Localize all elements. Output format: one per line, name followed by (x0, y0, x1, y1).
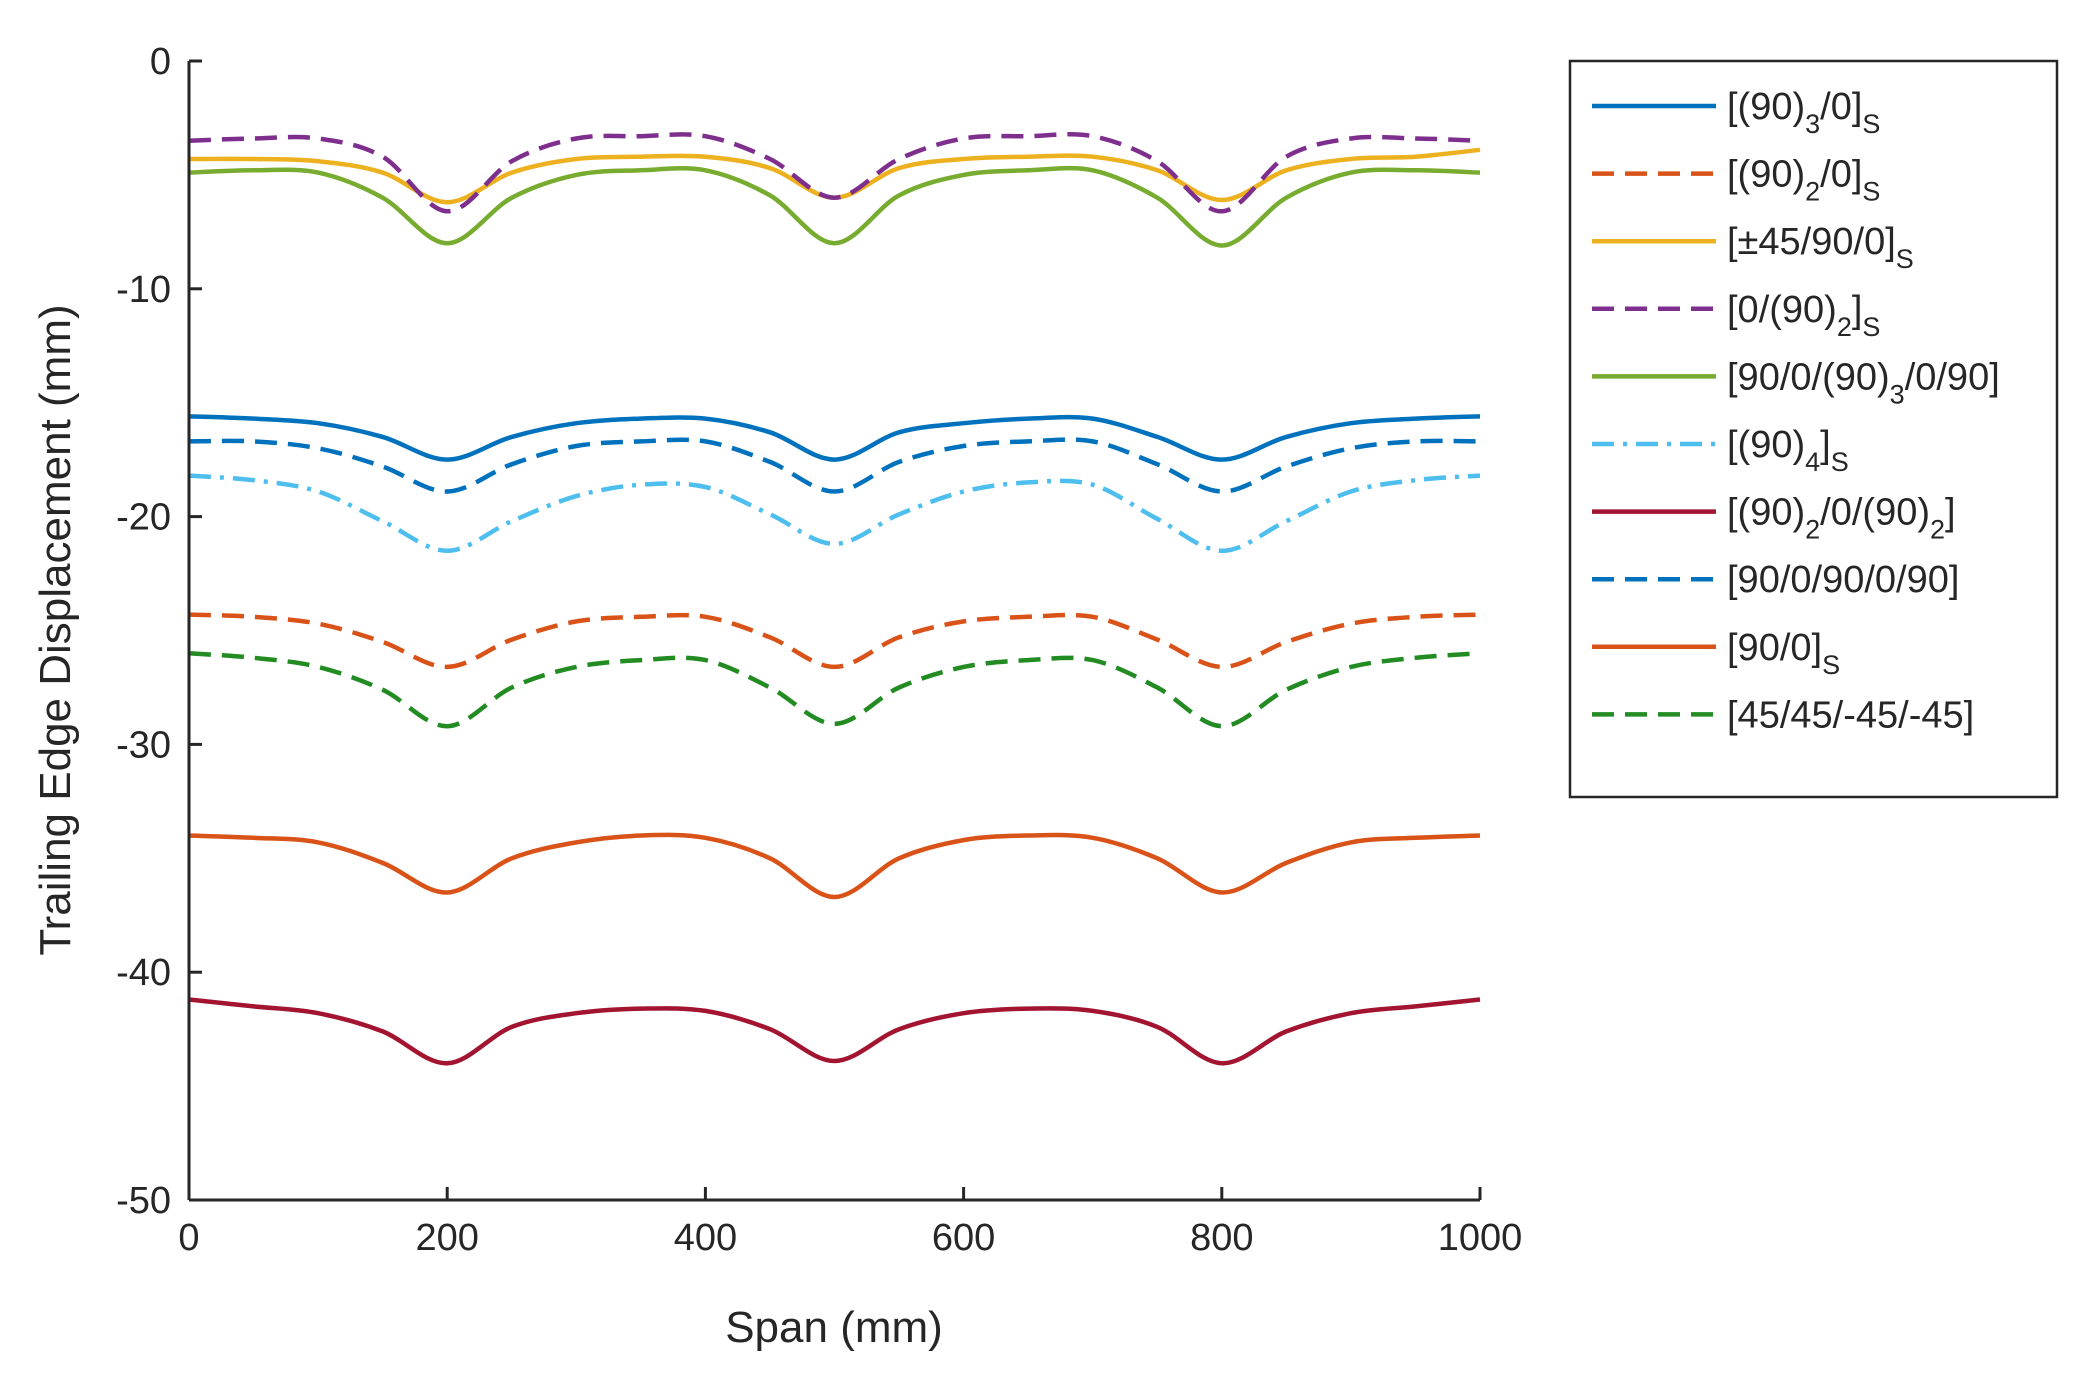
legend-label-part: /0] (1820, 86, 1862, 128)
legend-label-part: S (1862, 312, 1880, 342)
y-tick-label: -40 (116, 952, 171, 994)
legend-label-part: [45/45/-45/-45] (1727, 694, 1974, 736)
series-line-2 (188, 612, 1481, 670)
series-line-8 (188, 437, 1481, 494)
legend-label-part: /0/(90) (1820, 492, 1930, 534)
axes (187, 61, 1480, 1202)
legend-label-part: /0/90] (1905, 356, 2000, 398)
legend-label-part: 3 (1805, 109, 1820, 139)
legend-label-9: [90/0]S (1727, 627, 1840, 680)
legend-label-part: [90/0/90/0/90] (1727, 559, 1959, 601)
series-lines (188, 131, 1481, 1066)
x-ticks: 0 200 400 600 800 1000 (178, 1187, 1522, 1259)
legend-label-part: ] (1820, 424, 1831, 466)
legend-label-part: ] (1852, 289, 1863, 331)
legend-label-part: 2 (1805, 177, 1820, 207)
legend-label-part: [0/(90) (1727, 289, 1837, 331)
y-axis-label: Trailing Edge Displacement (mm) (31, 304, 80, 955)
legend-label-part: [90/0] (1727, 627, 1822, 669)
x-tick-label: 0 (178, 1217, 199, 1259)
legend-label-1: [(90)3/0]S (1727, 86, 1880, 139)
x-axis-label: Span (mm) (725, 1303, 943, 1352)
series-line-10 (188, 651, 1481, 729)
legend-label-5: [90/0/(90)3/0/90] (1727, 356, 2000, 409)
y-tick-label: -50 (116, 1180, 171, 1222)
legend-label-6: [(90)4]S (1727, 424, 1849, 477)
y-tick-label: -10 (116, 269, 171, 311)
legend: [(90)3/0]S[(90)2/0]S[±45/90/0]S[0/(90)2]… (1568, 59, 2059, 799)
x-tick-label: 800 (1190, 1217, 1253, 1259)
series-line-7 (188, 997, 1481, 1066)
legend-label-part: ] (1945, 492, 1956, 534)
legend-label-part: S (1831, 447, 1849, 477)
legend-label-part: S (1822, 650, 1840, 680)
legend-label-3: [±45/90/0]S (1727, 221, 1914, 274)
legend-box (1568, 59, 2059, 799)
x-tick-label: 400 (674, 1217, 737, 1259)
legend-label-part: 4 (1805, 447, 1820, 477)
series-line-5 (188, 165, 1481, 248)
series-line-4 (188, 131, 1481, 214)
legend-label-part: [(90) (1727, 154, 1805, 196)
legend-label-part: 2 (1837, 312, 1852, 342)
legend-label-10: [45/45/-45/-45] (1727, 694, 1974, 736)
y-tick-label: 0 (150, 41, 171, 83)
y-tick-label: -20 (116, 497, 171, 539)
y-tick-label: -30 (116, 724, 171, 766)
series-line-1 (188, 414, 1481, 462)
legend-label-part: S (1896, 244, 1914, 274)
legend-label-part: 2 (1805, 515, 1820, 545)
legend-label-part: [±45/90/0] (1727, 221, 1896, 263)
x-tick-label: 200 (415, 1217, 478, 1259)
legend-label-8: [90/0/90/0/90] (1727, 559, 1959, 601)
legend-label-part: 2 (1930, 515, 1945, 545)
legend-label-7: [(90)2/0/(90)2] (1727, 492, 1956, 545)
legend-label-part: S (1862, 177, 1880, 207)
legend-label-part: /0] (1820, 154, 1862, 196)
legend-label-2: [(90)2/0]S (1727, 154, 1880, 207)
legend-label-part: 3 (1890, 379, 1905, 409)
legend-label-part: [(90) (1727, 492, 1805, 534)
legend-label-part: [(90) (1727, 424, 1805, 466)
legend-label-4: [0/(90)2]S (1727, 289, 1880, 342)
legend-label-part: S (1862, 109, 1880, 139)
legend-label-part: [(90) (1727, 86, 1805, 128)
legend-label-part: [90/0/(90) (1727, 356, 1890, 398)
x-tick-label: 1000 (1438, 1217, 1523, 1259)
x-tick-label: 600 (932, 1217, 995, 1259)
y-ticks: 0 -10 -20 -30 -40 -50 (116, 41, 202, 1222)
series-line-9 (188, 832, 1481, 900)
series-line-6 (188, 473, 1481, 554)
